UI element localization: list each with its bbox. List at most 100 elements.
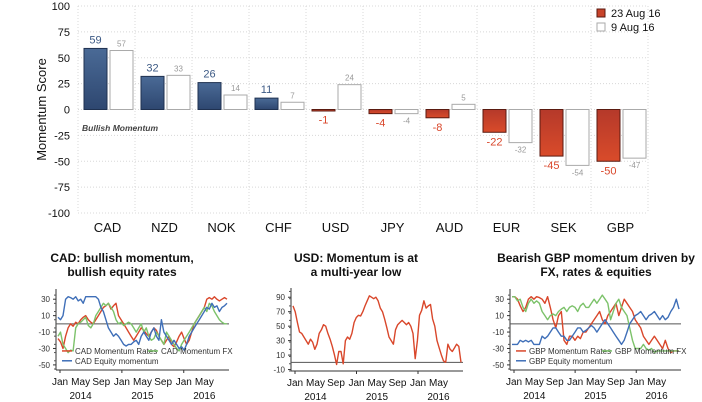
bar-9aug-cad (109, 50, 134, 110)
bar-9aug-eur (508, 109, 533, 144)
x-tick-label: USD (322, 220, 349, 235)
y-tick-label: 90 (276, 293, 285, 302)
x-tick-label: May (306, 378, 325, 389)
legend-label-9aug: 9 Aug 16 (611, 22, 654, 34)
year-label: 2015 (584, 391, 607, 402)
data-label-23aug: -45 (544, 160, 560, 172)
x-tick-label: Sep (607, 377, 625, 388)
subchart-title-line: bullish equity rates (67, 265, 177, 279)
data-label-23aug: 59 (89, 34, 101, 46)
subchart-title-line: Bearish GBP momentum driven by (497, 251, 695, 265)
bar-23aug-jpy (368, 109, 393, 115)
legend-label: GBP Momentum Rates (529, 347, 611, 356)
data-label-9aug: -54 (572, 168, 584, 177)
bar-23aug-eur (482, 109, 507, 133)
x-tick-label: May (647, 377, 666, 388)
y-tick-label: 0 (64, 105, 70, 117)
year-label: 2015 (131, 391, 154, 402)
x-tick-label: May (429, 378, 448, 389)
y-tick-label: -30 (492, 344, 504, 353)
x-tick-label: Sep (389, 378, 407, 389)
cad-line-chart: CAD: bullish momentum,bullish equity rat… (38, 251, 233, 402)
bar-23aug-nzd (140, 75, 165, 110)
data-label-9aug: -4 (403, 117, 411, 126)
series-line-cad-momentum-fx (57, 302, 227, 354)
x-tick-label: Jan (348, 378, 364, 389)
x-tick-label: AUD (436, 220, 463, 235)
y-tick-label: 75 (58, 27, 70, 39)
y-tick-label: -50 (54, 156, 70, 168)
data-label-9aug: 14 (231, 84, 240, 93)
year-label: 2014 (523, 391, 546, 402)
x-tick-label: Jan (287, 378, 303, 389)
series-line-cad-equity-momentum (57, 296, 228, 351)
bar-23aug-aud (425, 109, 450, 119)
x-tick-label: NZD (151, 220, 178, 235)
subchart-title-line: CAD: bullish momentum, (50, 251, 193, 265)
year-label: 2016 (646, 391, 669, 402)
y-tick-label: -30 (38, 344, 50, 353)
data-label-23aug: -1 (319, 115, 329, 127)
y-tick-label: 50 (58, 53, 70, 65)
y-tick-label: -100 (48, 208, 70, 220)
data-label-9aug: 5 (461, 93, 466, 102)
y-tick-label: 30 (41, 295, 50, 304)
y-tick-label: 30 (276, 337, 285, 346)
subchart-title-line: USD: Momentum is at (294, 251, 418, 265)
series-line-gbp-momentum-fx (512, 294, 679, 354)
y-tick-label: 10 (276, 351, 285, 360)
data-label-23aug: -50 (601, 165, 617, 177)
x-tick-label: Jan (114, 377, 130, 388)
series-line-gbp-equity-momentum (512, 298, 680, 346)
series-line-cad-momentum-rates (57, 296, 228, 350)
x-tick-label: Jan (506, 377, 522, 388)
legend-label: CAD Momentum Rates (75, 347, 157, 356)
y-axis-label: Momentum Score (34, 58, 49, 161)
legend-label: GBP Momentum FX (615, 347, 687, 356)
bar-9aug-chf (280, 101, 305, 110)
x-tick-label: SEK (550, 220, 576, 235)
bar-9aug-nzd (166, 74, 191, 110)
series-line-usd-momentum (292, 295, 462, 366)
y-tick-label: -25 (54, 130, 70, 142)
x-tick-label: NOK (207, 220, 236, 235)
legend-swatch-9aug (596, 22, 606, 32)
x-tick-label: Jan (628, 377, 644, 388)
x-tick-label: GBP (607, 220, 634, 235)
year-label: 2016 (193, 391, 216, 402)
x-tick-label: Sep (154, 377, 172, 388)
x-tick-label: Jan (52, 377, 68, 388)
bar-9aug-usd (337, 84, 362, 111)
bar-23aug-usd (311, 109, 336, 112)
year-label: 2015 (366, 392, 389, 402)
year-label: 2014 (70, 391, 93, 402)
data-label-23aug: -8 (433, 122, 443, 134)
year-label: 2014 (304, 392, 327, 402)
y-tick-label: -10 (273, 366, 285, 375)
x-tick-label: May (586, 377, 605, 388)
data-label-23aug: 11 (261, 84, 272, 96)
y-tick-label: 70 (276, 308, 285, 317)
legend-label: CAD Equity momentum (75, 357, 159, 366)
y-tick-label: 50 (276, 322, 285, 331)
x-tick-label: Sep (327, 378, 345, 389)
x-tick-label: JPY (381, 220, 405, 235)
y-tick-label: -50 (492, 361, 504, 370)
legend-label: GBP Equity momentum (529, 357, 613, 366)
usd-line-chart: USD: Momentum is ata multi-year low 90 70 5… (273, 251, 463, 402)
data-label-23aug: 26 (203, 69, 215, 81)
bar-23aug-gbp (596, 109, 621, 162)
y-tick-label: 25 (58, 79, 70, 91)
data-label-9aug: 7 (290, 91, 295, 100)
bar-9aug-sek (565, 109, 590, 166)
subchart-title-line: FX, rates & equities (540, 265, 652, 279)
x-tick-label: May (195, 377, 214, 388)
y-tick-label: 100 (52, 1, 70, 13)
bar-23aug-sek (539, 109, 564, 157)
x-tick-label: Jan (567, 377, 583, 388)
